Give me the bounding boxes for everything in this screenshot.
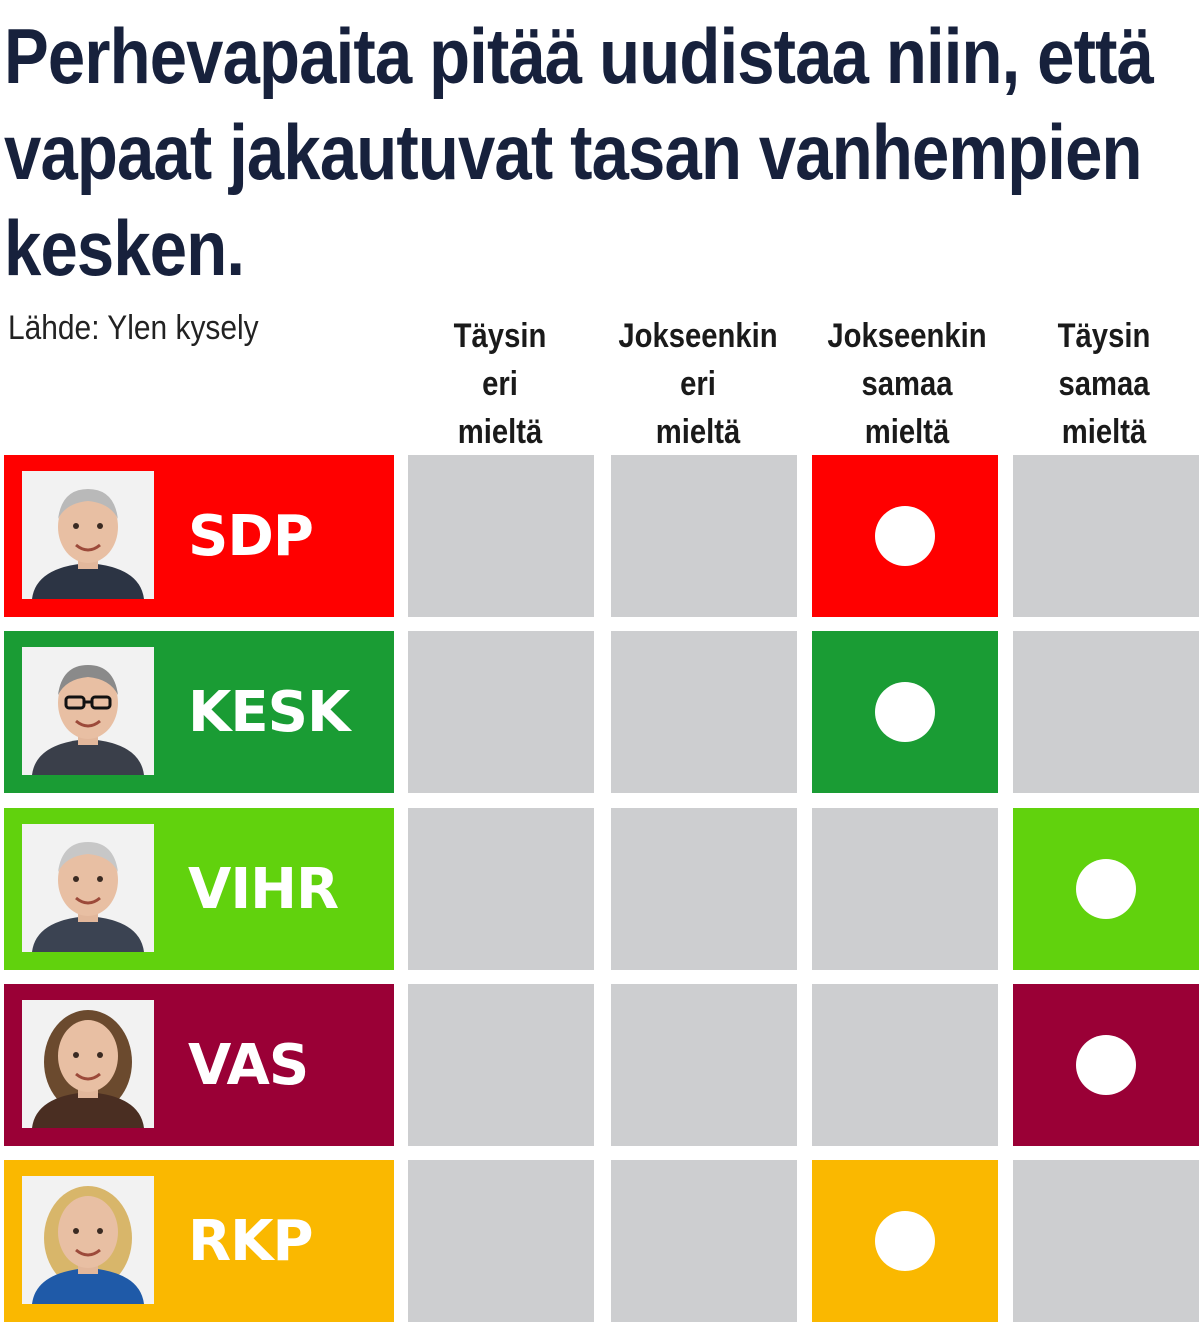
party-leader-portrait	[22, 647, 154, 775]
answer-cell-selected	[812, 631, 998, 793]
answer-cell-selected	[1013, 808, 1199, 970]
column-header-somewhat-disagree: Jokseenkin eri mieltä	[618, 317, 778, 451]
answer-cell	[812, 984, 998, 1146]
answer-cell	[611, 1160, 797, 1322]
party-leader-portrait	[22, 1000, 154, 1128]
party-label-vihr: VIHR	[4, 808, 394, 970]
answer-cell	[1013, 1160, 1199, 1322]
answer-dot-marker	[875, 506, 935, 566]
answer-cell	[408, 455, 594, 617]
column-header-somewhat-agree: Jokseenkin samaa mieltä	[827, 317, 987, 451]
source-label: Lähde: Ylen kysely	[8, 309, 259, 347]
party-name: VIHR	[188, 857, 339, 922]
answer-dot-marker	[1076, 1035, 1136, 1095]
answer-cell	[408, 808, 594, 970]
party-name: SDP	[188, 504, 314, 569]
answer-dot-marker	[875, 682, 935, 742]
answer-cell	[408, 984, 594, 1146]
party-name: RKP	[188, 1209, 314, 1274]
answer-cell-selected	[1013, 984, 1199, 1146]
answer-cell	[611, 808, 797, 970]
column-header-fully-agree: Täysin samaa mieltä	[1057, 317, 1151, 451]
answer-cell-selected	[812, 455, 998, 617]
answer-cell	[611, 631, 797, 793]
party-row: KESK	[0, 631, 1199, 793]
party-leader-portrait	[22, 1176, 154, 1304]
party-label-vas: VAS	[4, 984, 394, 1146]
party-label-kesk: KESK	[4, 631, 394, 793]
answer-cell	[1013, 631, 1199, 793]
party-label-rkp: RKP	[4, 1160, 394, 1322]
party-row: SDP	[0, 455, 1199, 617]
party-label-sdp: SDP	[4, 455, 394, 617]
chart-title: Perhevapaita pitää uudistaa niin, että v…	[4, 12, 1154, 292]
party-row: VIHR	[0, 808, 1199, 970]
answer-cell	[408, 1160, 594, 1322]
answer-cell	[1013, 455, 1199, 617]
column-header-fully-disagree: Täysin eri mieltä	[453, 317, 547, 451]
party-row: RKP	[0, 1160, 1199, 1322]
answer-cell	[408, 631, 594, 793]
party-leader-portrait	[22, 824, 154, 952]
party-row: VAS	[0, 984, 1199, 1146]
party-leader-portrait	[22, 471, 154, 599]
party-name: KESK	[188, 680, 350, 745]
answer-dot-marker	[1076, 859, 1136, 919]
answer-dot-marker	[875, 1211, 935, 1271]
party-name: VAS	[188, 1033, 309, 1098]
answer-cell	[812, 808, 998, 970]
answer-cell	[611, 984, 797, 1146]
answer-cell-selected	[812, 1160, 998, 1322]
answer-cell	[611, 455, 797, 617]
